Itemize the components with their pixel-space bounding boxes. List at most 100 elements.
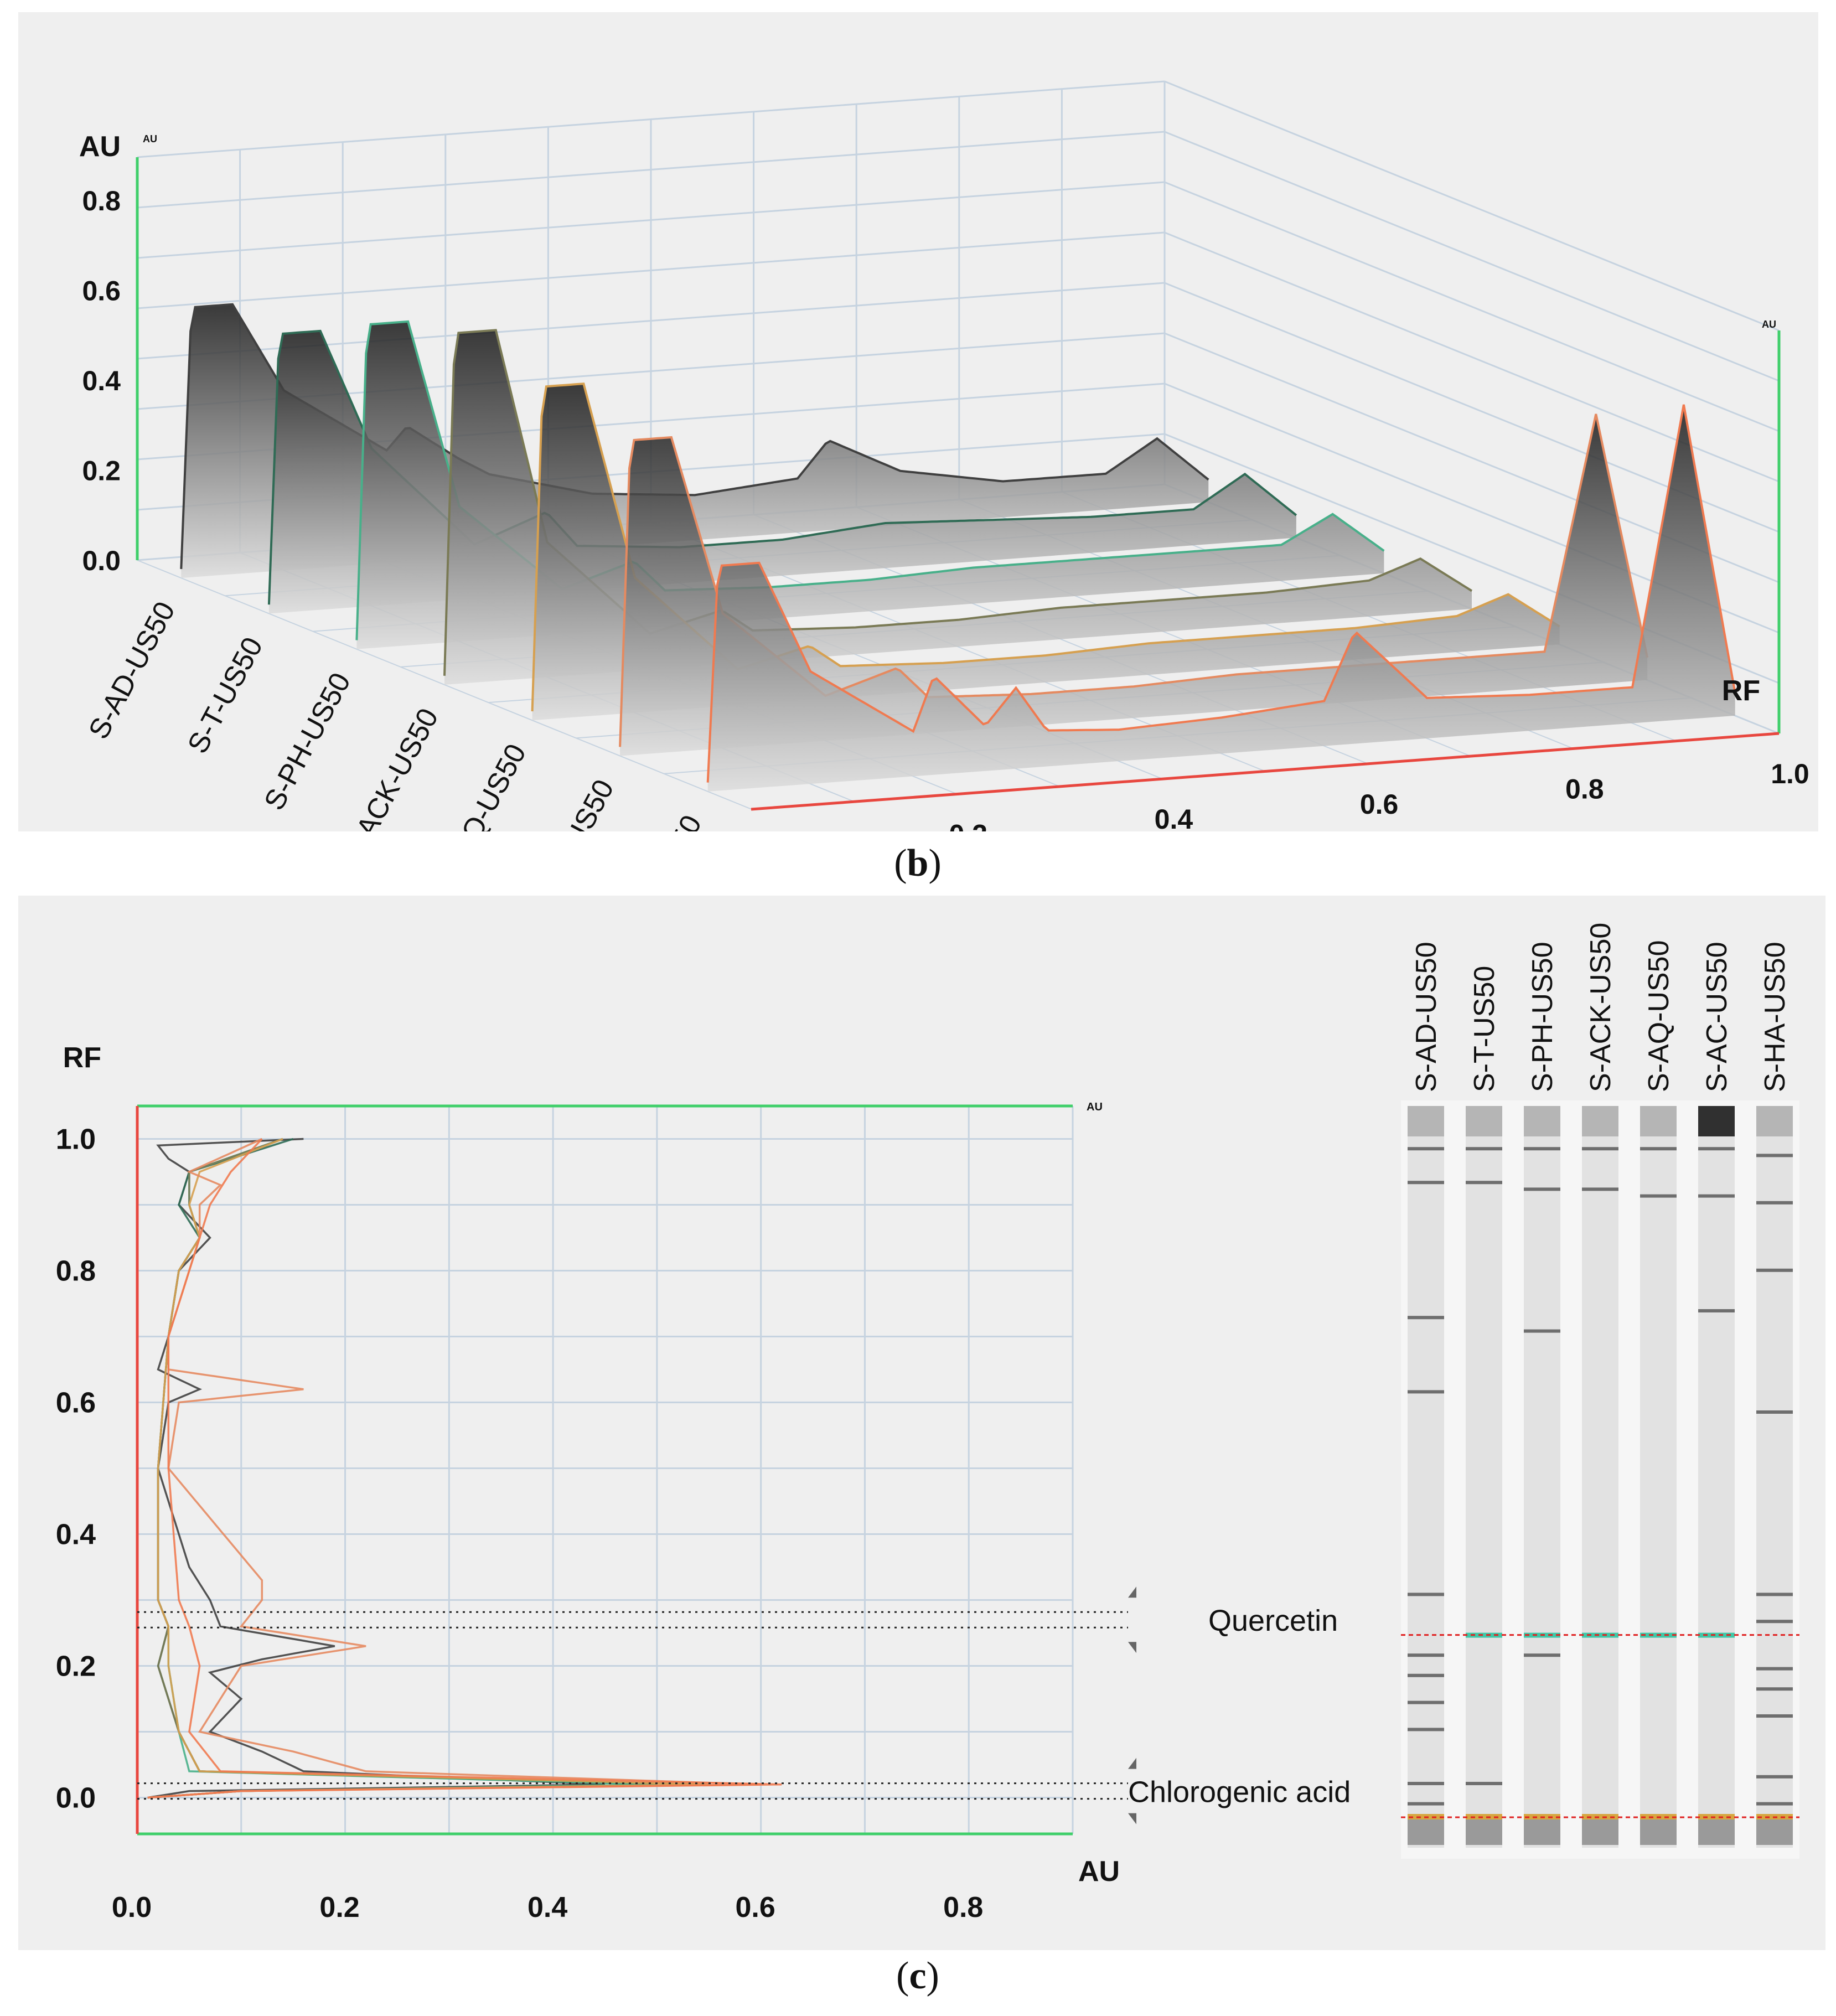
y-tick-label: 1.0 [56,1124,96,1156]
plate-lane [1466,1106,1502,1848]
plate-lane-label: S-AC-US50 [1701,942,1733,1092]
trace-area [532,384,1560,721]
grid-line-horizontal [137,181,1165,259]
y-axis-title: RF [63,1042,101,1074]
plate-band [1756,1201,1793,1205]
plate-lane [1524,1106,1560,1848]
grid-line-side [1164,80,1780,332]
lane-label: S-T-US50 [182,632,269,759]
marker-arrow-up [1128,1586,1136,1598]
y-tick-label: 0.8 [82,185,121,216]
plate-band [1756,1620,1793,1624]
plate-quercetin-band [1698,1632,1735,1638]
x-tick-label: 0.8 [1565,773,1604,804]
plate-band [1408,1316,1444,1320]
y-tick-label: 0.8 [56,1255,96,1288]
plate-lane-label: S-T-US50 [1468,966,1501,1092]
x-tick-label: 0.2 [949,819,987,831]
plate-lane-front [1756,1106,1793,1136]
y-unit-tag-right: AU [1762,319,1776,330]
plate-lane-front [1698,1106,1735,1136]
plate-lane-origin [1756,1815,1793,1845]
x-axis-line [751,732,1780,811]
plate-band [1582,1187,1618,1191]
lane-label: S-ACK-US50 [337,703,445,831]
plate-lane [1698,1106,1735,1848]
plate-band [1408,1653,1444,1657]
plate-lane-front [1640,1106,1677,1136]
plate-lane [1408,1106,1444,1848]
panel-c-label: (c) [896,1955,939,1997]
plate-band [1756,1802,1793,1806]
y-tick-label: 0.4 [56,1519,96,1551]
plate-band [1582,1147,1618,1151]
plate-lane-origin [1698,1815,1735,1845]
plate-lane-front [1466,1106,1502,1136]
plate-band [1408,1147,1444,1151]
plate-band [1524,1187,1560,1191]
panel-b-traces [180,303,1736,792]
lane-label: S-AC-US50 [521,774,620,831]
panel-c-letter: c [909,1955,927,1997]
x-axis-title: RF [1722,675,1760,707]
plate-chlorogenic-band [1698,1814,1735,1819]
plate-band [1756,1667,1793,1671]
y-axis-title: AU [79,131,121,163]
panel-b-letter: b [907,842,929,885]
x-tick-label: 1.0 [1771,758,1809,789]
plate-band [1698,1147,1735,1151]
lane-label: S-HA-US50 [609,810,708,831]
plate-band [1466,1782,1502,1785]
panel-b-chart-svg: 0.00.20.40.60.80.00.20.40.60.81.0AUAUAUR… [79,80,1809,831]
y-unit-tag: AU [143,133,157,144]
marker-arrow-down [1128,1813,1136,1824]
panel-b-axes [136,157,1781,811]
x-tick-label: 0.2 [319,1891,359,1924]
plate-band [1698,1194,1735,1198]
plate-band [1756,1268,1793,1272]
plate-band [1698,1309,1735,1312]
y-tick-label: 0.6 [56,1387,96,1419]
y-tick-label: 0.6 [82,276,121,307]
marker-arrow-up [1128,1757,1136,1769]
panel-c-overlay-and-plate: Quercetin Chlorogenic acid 0.0 0.2 0.4 0.6 0.8… [18,896,1825,1950]
x-tick-label: 0.6 [736,1891,775,1924]
trace-line [706,404,1736,783]
plate-lane-front [1408,1106,1444,1136]
y-tick-label: 0.0 [82,545,121,576]
y-tick-label: 0.4 [82,365,121,396]
y-tick-label: 0.2 [56,1651,96,1683]
plate-lane-label: S-ACK-US50 [1585,923,1617,1092]
plate-lane-front [1582,1106,1618,1136]
plate-lane-label: S-PH-US50 [1527,942,1559,1092]
plate-band [1756,1775,1793,1779]
plate-lane [1756,1106,1793,1848]
plate-quercetin-band [1466,1632,1502,1638]
plate-band [1408,1390,1444,1394]
marker-label: Quercetin [1208,1604,1338,1637]
plate-band [1640,1194,1677,1198]
plate-band [1408,1782,1444,1785]
plate-lane-origin [1524,1815,1560,1845]
x-tick-label: 0.6 [1360,789,1399,820]
panel-b-3d-chromatogram: 0.00.20.40.60.80.00.20.40.60.81.0AUAUAUR… [18,12,1818,831]
grid-line-horizontal [137,231,1165,309]
panel-c-markers: Quercetin Chlorogenic acid [137,1586,1351,1824]
overlay-trace [147,1138,782,1799]
grid-line-side [1164,131,1780,382]
plate-band [1640,1147,1677,1151]
lane-label: S-AD-US50 [82,597,182,745]
grid-line-side [1164,181,1780,432]
lane-label: S-AQ-US50 [433,739,532,831]
panel-c-plate: S-AD-US50 S-T-US50 S-PH-US50 S-ACK-US50 S-AQ… [1401,923,1799,1859]
overlay-trace [147,1138,709,1799]
x-tick-label: 0.8 [943,1891,983,1924]
x-tick-label: 0.4 [527,1891,567,1924]
plate-band [1408,1593,1444,1596]
panel-c-chart-svg: Quercetin Chlorogenic acid 0.0 0.2 0.4 0.6 0.8… [56,923,1799,1924]
panel-c-traces [147,1138,782,1799]
plate-band [1756,1687,1793,1691]
x-tick-label: 0.4 [1155,804,1193,831]
plate-band [1408,1700,1444,1704]
plate-quercetin-band [1582,1632,1618,1638]
